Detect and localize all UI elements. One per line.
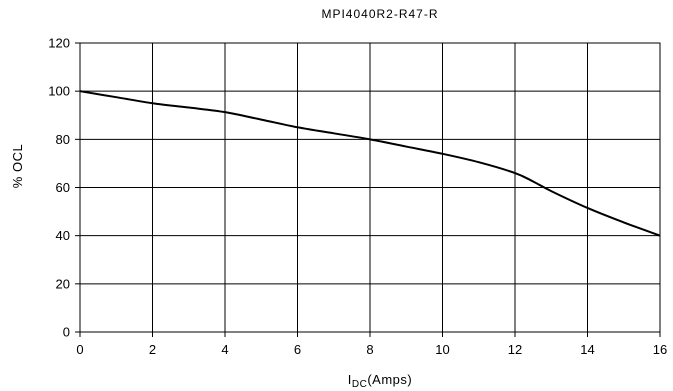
grid [79, 42, 661, 333]
chart-title: MPI4040R2-R47-R [321, 7, 438, 21]
x-axis-label-rest: (Amps) [367, 372, 412, 387]
y-axis-ticks: 0 20 40 60 80 100 120 [48, 36, 80, 340]
y-tick-label: 60 [56, 180, 70, 195]
x-tick-label: 10 [435, 342, 449, 357]
x-tick-label: 14 [580, 342, 594, 357]
x-tick-label: 8 [366, 342, 373, 357]
x-axis-label: IDC(Amps) [348, 372, 412, 390]
x-tick-label: 0 [76, 342, 83, 357]
x-axis-label-main: I [348, 372, 352, 387]
x-tick-label: 12 [508, 342, 522, 357]
y-tick-label: 100 [48, 84, 70, 99]
x-axis-label-subscript: DC [352, 379, 367, 390]
ocl-curve [79, 90, 661, 237]
y-tick-label: 120 [48, 36, 70, 51]
x-tick-label: 4 [221, 342, 228, 357]
y-tick-label: 80 [56, 132, 70, 147]
x-tick-label: 6 [294, 342, 301, 357]
series-layer [79, 90, 661, 237]
x-tick-label: 2 [149, 342, 156, 357]
x-axis-ticks: 0 2 4 6 8 10 12 14 16 [76, 332, 667, 357]
y-axis-label: % OCL [10, 144, 25, 188]
y-tick-label: 40 [56, 228, 70, 243]
y-tick-label: 20 [56, 276, 70, 291]
x-tick-label: 16 [653, 342, 667, 357]
y-tick-label: 0 [63, 325, 70, 340]
